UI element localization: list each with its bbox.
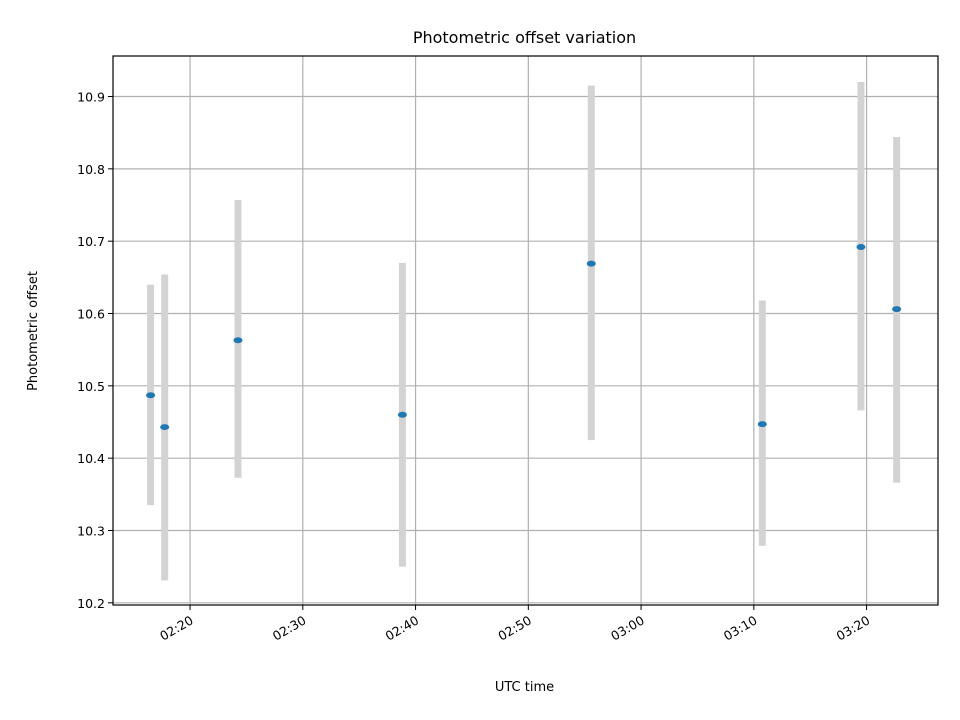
y-axis-label: Photometric offset — [26, 271, 41, 391]
data-points — [146, 243, 902, 431]
y-tick-label: 10.3 — [77, 523, 105, 538]
x-tick-label: 03:00 — [608, 613, 647, 644]
grid-lines — [113, 56, 938, 605]
x-tick-label: 02:40 — [383, 613, 422, 644]
y-tick-label: 10.2 — [77, 596, 105, 611]
y-tick-label: 10.8 — [77, 162, 105, 177]
x-tick-label: 03:20 — [834, 613, 873, 644]
data-point — [586, 260, 596, 267]
y-tick-label: 10.5 — [77, 379, 105, 394]
y-tick-label: 10.9 — [77, 90, 105, 105]
x-axis-label: UTC time — [495, 680, 554, 695]
data-point — [146, 392, 156, 399]
data-point — [233, 337, 243, 344]
data-point — [397, 411, 407, 418]
x-tick-label: 02:50 — [495, 613, 534, 644]
x-tick-label: 02:20 — [157, 613, 196, 644]
data-point — [160, 424, 170, 431]
data-point — [856, 243, 866, 250]
data-point — [892, 306, 902, 313]
data-point — [757, 421, 767, 428]
x-tick-label: 03:10 — [721, 613, 760, 644]
chart-title: Photometric offset variation — [413, 28, 636, 47]
plot-frame — [112, 55, 939, 606]
y-tick-label: 10.4 — [77, 451, 105, 466]
y-tick-label: 10.7 — [77, 234, 105, 249]
x-axis-ticks: 02:20 02:30 02:40 02:50 03:00 03:10 03:20 — [157, 605, 872, 644]
y-tick-label: 10.6 — [77, 307, 105, 322]
y-axis-ticks: 10.2 10.3 10.4 10.5 10.6 10.7 10.8 10.9 — [77, 90, 113, 611]
x-tick-label: 02:30 — [270, 613, 309, 644]
error-bars — [147, 82, 901, 581]
